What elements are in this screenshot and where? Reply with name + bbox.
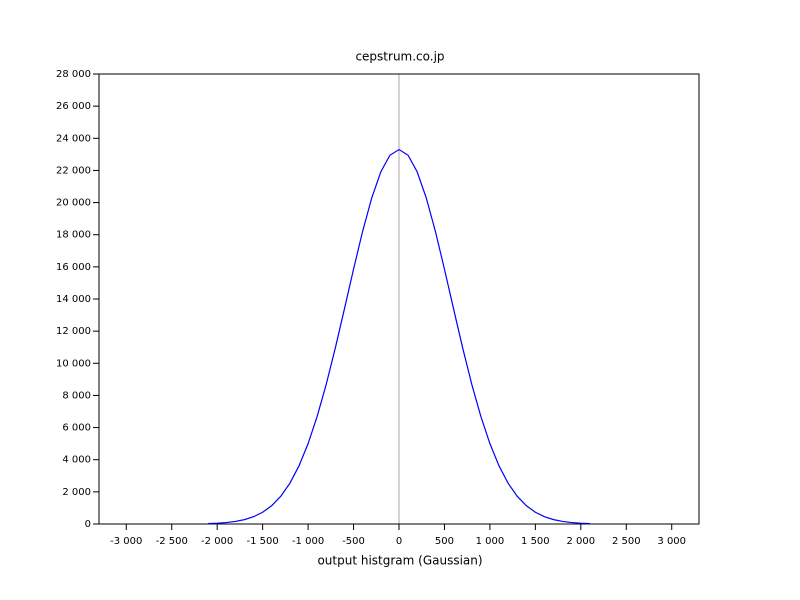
x-tick-label: 0	[396, 536, 402, 547]
x-tick-label: 2 500	[612, 536, 641, 547]
x-tick-label: -3 000	[110, 536, 142, 547]
x-tick-label: -2 000	[201, 536, 233, 547]
y-tick-label: 10 000	[56, 358, 91, 369]
y-tick-label: 28 000	[56, 69, 91, 80]
y-tick-label: 26 000	[56, 101, 91, 112]
x-tick-label: 1 500	[521, 536, 550, 547]
x-axis-label: output histgram (Gaussian)	[317, 554, 482, 568]
y-tick-label: 8 000	[62, 390, 91, 401]
x-tick-label: -1 000	[292, 536, 324, 547]
y-tick-label: 2 000	[62, 487, 91, 498]
x-tick-label: -2 500	[156, 536, 188, 547]
y-tick-label: 24 000	[56, 133, 91, 144]
y-tick-label: 16 000	[56, 262, 91, 273]
x-tick-label: -500	[342, 536, 365, 547]
x-tick-label: 3 000	[657, 536, 686, 547]
y-tick-label: 22 000	[56, 165, 91, 176]
data-line	[208, 148, 590, 525]
x-tick-label: -1 500	[247, 536, 279, 547]
y-tick-label: 12 000	[56, 326, 91, 337]
y-tick-label: 4 000	[62, 455, 91, 466]
x-tick-label: 2 000	[566, 536, 595, 547]
chart-title: cepstrum.co.jp	[355, 50, 444, 64]
x-tick-label: 1 000	[476, 536, 505, 547]
y-tick-label: 6 000	[62, 423, 91, 434]
y-tick-label: 18 000	[56, 230, 91, 241]
y-tick-label: 0	[85, 519, 91, 530]
plot-frame	[98, 73, 700, 525]
y-tick-label: 20 000	[56, 198, 91, 209]
x-tick-label: 500	[435, 536, 454, 547]
y-tick-label: 14 000	[56, 294, 91, 305]
